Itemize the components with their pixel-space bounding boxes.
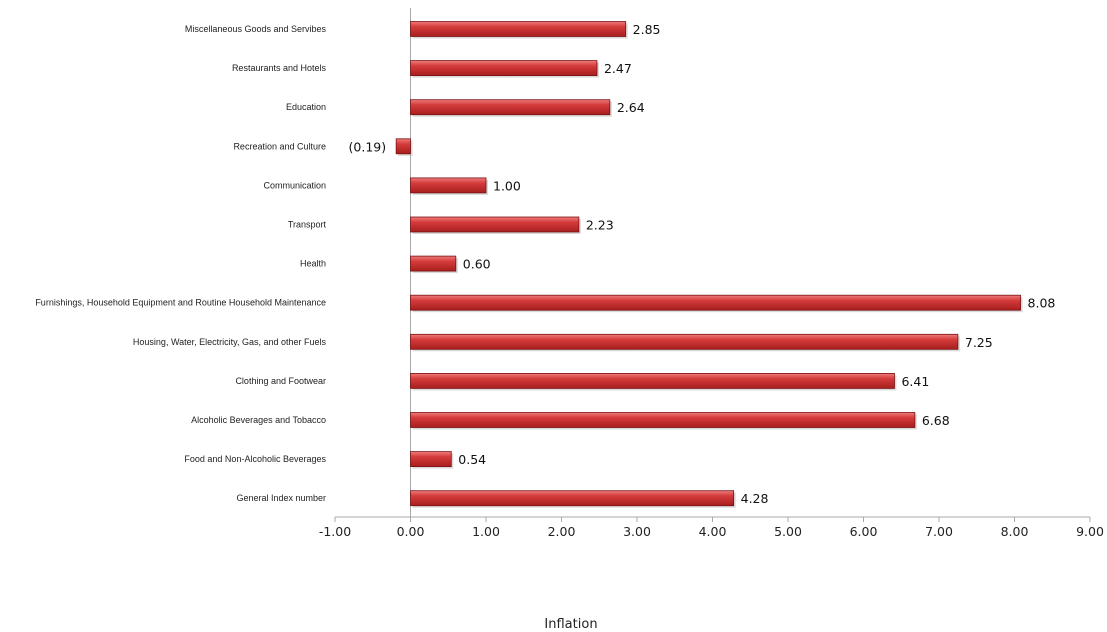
bar xyxy=(410,255,457,272)
data-label: 2.23 xyxy=(586,218,614,233)
bar xyxy=(410,216,580,233)
data-label: 2.47 xyxy=(604,61,632,76)
x-tick-label: 6.00 xyxy=(850,524,878,539)
x-axis-title: Inflation xyxy=(544,617,597,632)
category-label: General Index number xyxy=(236,493,326,503)
category-label: Food and Non-Alcoholic Beverages xyxy=(184,454,326,464)
category-label: Housing, Water, Electricity, Gas, and ot… xyxy=(133,337,327,347)
data-label: 0.60 xyxy=(463,257,491,272)
category-label: Transport xyxy=(288,220,327,230)
data-label: 2.64 xyxy=(617,100,645,115)
x-tick-label: 5.00 xyxy=(774,524,802,539)
data-label: 4.28 xyxy=(741,491,769,506)
data-label: 7.25 xyxy=(965,335,993,350)
data-label: 0.54 xyxy=(458,452,486,467)
plot-area: -1.00 0.00 1.00 2.00 3.00 4.00 5.00 6.00 7.00 8.0… xyxy=(35,8,1104,539)
category-label: Furnishings, Household Equipment and Rou… xyxy=(35,298,326,308)
data-label: 6.41 xyxy=(901,374,929,389)
bar xyxy=(410,99,611,116)
x-tick-label: 2.00 xyxy=(548,524,576,539)
bar xyxy=(410,451,452,468)
x-tick-label: -1.00 xyxy=(319,524,351,539)
bar xyxy=(410,412,916,428)
data-label: (0.19) xyxy=(349,139,387,154)
bar xyxy=(410,21,627,37)
category-label: Restaurants and Hotels xyxy=(232,63,327,73)
x-tick-label: 4.00 xyxy=(699,524,727,539)
x-tick-label: 8.00 xyxy=(1001,524,1029,539)
category-label: Health xyxy=(300,259,326,269)
x-tick-label: 0.00 xyxy=(397,524,425,539)
bar xyxy=(410,333,959,350)
x-tick-label: 3.00 xyxy=(623,524,651,539)
category-label: Recreation and Culture xyxy=(233,141,326,151)
data-label: 2.85 xyxy=(633,22,661,37)
category-label: Communication xyxy=(263,180,326,190)
category-label: Miscellaneous Goods and Servibes xyxy=(185,24,327,34)
x-tick-label: 9.00 xyxy=(1076,524,1104,539)
data-label: 8.08 xyxy=(1028,296,1056,311)
category-label: Education xyxy=(286,102,326,112)
category-label: Alcoholic Beverages and Tobacco xyxy=(191,415,326,425)
x-tick-label: 7.00 xyxy=(925,524,953,539)
bar xyxy=(410,60,598,76)
x-tick-label: 1.00 xyxy=(472,524,500,539)
data-label: 1.00 xyxy=(493,178,521,193)
bar xyxy=(410,372,895,389)
category-label: Clothing and Footwear xyxy=(235,376,326,386)
bar xyxy=(410,294,1021,311)
bar xyxy=(410,490,735,507)
data-label: 6.68 xyxy=(922,413,950,428)
bar xyxy=(410,177,487,194)
bar xyxy=(395,138,411,155)
